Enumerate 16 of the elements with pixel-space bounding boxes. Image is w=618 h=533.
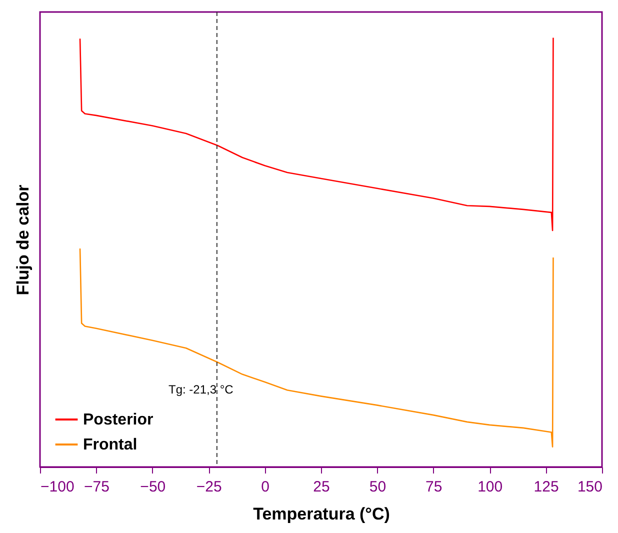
- x-tick-label: 125: [534, 478, 559, 496]
- x-tick-label: −75: [84, 478, 110, 496]
- legend-label: Frontal: [83, 436, 138, 454]
- x-tick-label: 25: [313, 478, 330, 496]
- x-tick-label: 100: [478, 478, 503, 496]
- y-axis-title: Flujo de calor: [14, 184, 32, 296]
- x-tick-label: 150: [577, 478, 602, 496]
- x-tick-label: −25: [196, 478, 222, 496]
- legend-label: Posterior: [83, 412, 154, 428]
- x-axis-title: Temperatura (°C): [253, 504, 390, 524]
- x-tick-label: −50: [140, 478, 166, 496]
- x-tick-label: −100: [40, 478, 74, 496]
- x-tick-label: 75: [426, 478, 442, 496]
- x-tick-label: 0: [261, 478, 270, 496]
- ref-line-label: Tg: -21,3 °C: [168, 382, 234, 397]
- x-tick-label: 50: [369, 478, 386, 496]
